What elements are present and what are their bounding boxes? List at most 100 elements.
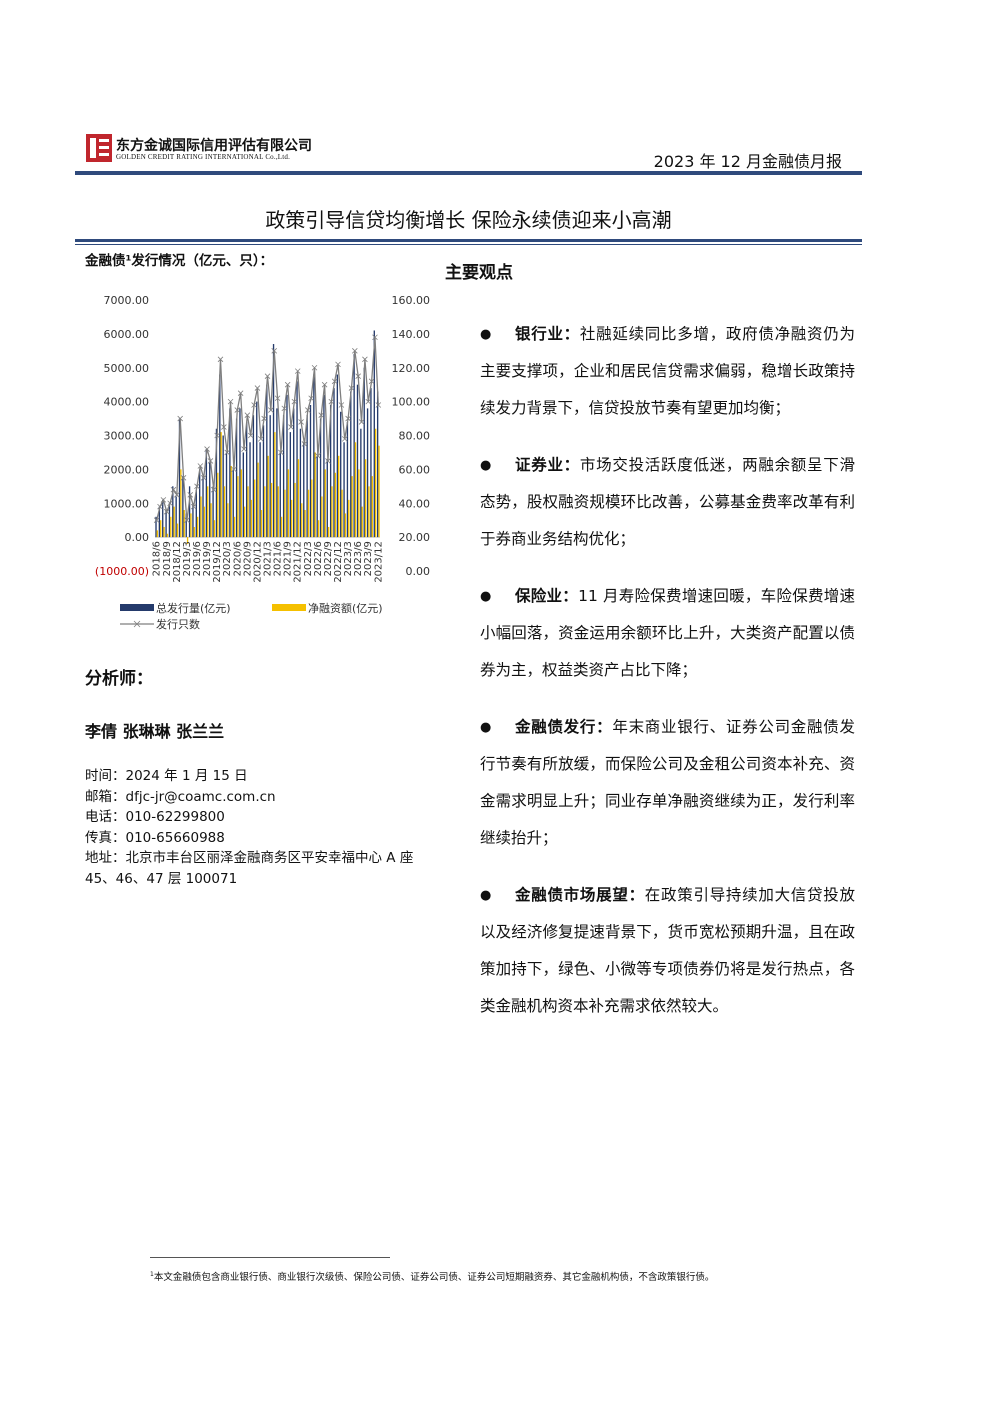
bar — [354, 442, 357, 538]
bar — [266, 384, 268, 538]
bar — [284, 489, 286, 538]
line-marker — [365, 398, 372, 405]
bar — [162, 499, 164, 538]
bar — [205, 449, 208, 538]
x-tick-label: 2021/3 — [263, 541, 274, 576]
bar — [364, 459, 367, 538]
bar — [172, 486, 174, 538]
bar — [353, 354, 355, 538]
x-tick-label: 2018/9 — [162, 541, 173, 576]
bar — [361, 506, 363, 538]
bar — [291, 499, 293, 538]
bar — [257, 462, 259, 538]
bar — [254, 479, 256, 538]
line-marker — [274, 395, 281, 402]
line-marker — [207, 458, 214, 464]
line-marker — [251, 402, 257, 408]
bar — [176, 523, 179, 538]
bar — [279, 452, 281, 538]
bar — [243, 506, 246, 538]
line-marker — [358, 419, 365, 425]
line-marker — [268, 407, 274, 413]
y2-tick-label: 100.00 — [392, 396, 431, 409]
company-name: 东方金诚国际信用评估有限公司 — [116, 138, 312, 154]
legend-swatch — [120, 604, 154, 611]
bar — [378, 445, 380, 538]
contact: 地址：北京市丰台区丽泽金融商务区平安幸福中心 A 座 45、46、47 层 10… — [85, 850, 414, 887]
bar — [168, 503, 171, 538]
view-lead: 保险业： — [515, 587, 579, 605]
line-marker — [258, 436, 264, 442]
x-tick-label: 2021/9 — [283, 541, 294, 576]
bar — [344, 513, 347, 538]
contact: 传真：010-65660988 — [85, 829, 225, 846]
bar — [188, 486, 191, 538]
bar — [239, 408, 241, 538]
line-marker — [291, 398, 298, 405]
line-marker — [261, 415, 267, 422]
y2-tick-label: 120.00 — [392, 362, 431, 375]
line-marker — [224, 449, 230, 456]
line-marker — [362, 356, 368, 363]
bar — [304, 510, 306, 538]
bar — [198, 469, 201, 538]
bar — [280, 516, 283, 538]
y2-tick-label: 80.00 — [399, 430, 431, 443]
bar — [319, 418, 322, 538]
bar — [299, 428, 302, 538]
line-marker — [190, 503, 197, 510]
bar — [242, 452, 244, 538]
x-tick-label: 2022/3 — [303, 541, 314, 576]
bar — [209, 462, 211, 538]
line-marker — [305, 407, 311, 413]
views-heading: 主要观点 — [445, 263, 513, 283]
bar — [351, 476, 353, 538]
bar — [166, 533, 169, 538]
bar — [307, 489, 310, 538]
x-tick-label: 2018/6 — [152, 541, 163, 576]
view-text: 11 月寿险保费增速回暖，车险保费增速小幅回落，资金运用余额环比上升，大类资产配… — [480, 587, 855, 679]
bar — [294, 482, 296, 538]
bar — [301, 503, 303, 538]
bar — [326, 459, 328, 538]
y-tick-label: 3000.00 — [104, 430, 150, 443]
bar — [217, 472, 219, 538]
bar — [340, 411, 342, 538]
bar — [348, 499, 350, 538]
logo — [86, 134, 112, 162]
footnote: 1本文金融债包含商业银行债、商业银行次级债、保险公司债、证券公司债、证券公司短期… — [150, 1269, 714, 1283]
bar — [212, 486, 214, 538]
footnote-mark: 1 — [150, 1270, 154, 1278]
bar — [333, 388, 335, 538]
bar — [293, 408, 295, 538]
line-marker — [264, 373, 271, 380]
bar — [233, 516, 236, 538]
line-marker — [187, 491, 194, 498]
chart: (1000.00) 0.00 1000.00 2000.00 3000.00 4000.0… — [95, 294, 431, 631]
bar — [331, 486, 333, 538]
bar — [274, 432, 276, 538]
bar — [317, 520, 320, 538]
title-rule — [75, 239, 862, 242]
bar — [210, 503, 212, 538]
view-lead: 银行业： — [515, 325, 580, 343]
bar — [287, 469, 289, 538]
line-marker — [197, 463, 204, 469]
contact: 电话：010-62299800 — [85, 809, 225, 825]
report-name: 2023 年 12 月金融债月报 — [653, 152, 842, 171]
line-marker — [160, 497, 167, 503]
bar — [363, 367, 365, 538]
line-marker — [298, 419, 304, 425]
line-marker — [217, 356, 224, 363]
view-lead: 金融债市场展望： — [515, 886, 645, 904]
bar — [323, 394, 325, 538]
line-marker — [301, 441, 308, 447]
analyst-heading: 分析师： — [85, 669, 153, 689]
view-text: 社融延续同比多增，政府债净融资仍为主要支撑项，企业和居民信贷需求偏弱，稳增长政策… — [480, 325, 855, 417]
bar — [156, 530, 159, 538]
x-tick-label: 2019/3 — [182, 541, 193, 576]
line-marker — [288, 424, 294, 430]
bar — [252, 415, 255, 538]
bar — [175, 496, 177, 538]
y-tick-label: (1000.00) — [95, 565, 149, 578]
